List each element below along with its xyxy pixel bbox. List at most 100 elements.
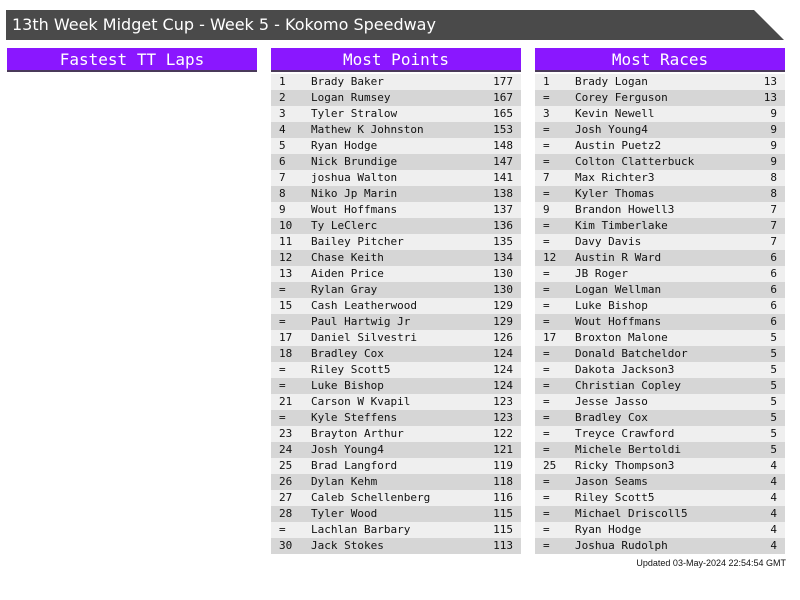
table-row: = Logan Wellman 6 <box>535 282 785 298</box>
rank: 12 <box>543 251 557 264</box>
rank: = <box>543 187 550 200</box>
value: 135 <box>493 235 513 248</box>
table-row: 9 Wout Hoffmans 137 <box>271 202 521 218</box>
rank: = <box>279 283 286 296</box>
rank: 2 <box>279 91 286 104</box>
rank: 23 <box>279 427 293 440</box>
table-row: = Corey Ferguson 13 <box>535 90 785 106</box>
driver-name: Daniel Silvestri <box>311 331 417 344</box>
value: 4 <box>770 475 777 488</box>
table-row: 5 Ryan Hodge 148 <box>271 138 521 154</box>
table-row: = Riley Scott5 124 <box>271 362 521 378</box>
rank: 8 <box>279 187 286 200</box>
driver-name: Rylan Gray <box>311 283 378 296</box>
driver-name: Austin R Ward <box>575 251 662 264</box>
value: 119 <box>493 459 513 472</box>
rank: 21 <box>279 395 293 408</box>
rank: 3 <box>543 107 550 120</box>
value: 126 <box>493 331 513 344</box>
rank: 26 <box>279 475 293 488</box>
driver-name: Dakota Jackson3 <box>575 363 675 376</box>
value: 118 <box>493 475 513 488</box>
driver-name: Ryan Hodge <box>311 139 378 152</box>
value: 7 <box>770 203 777 216</box>
driver-name: Cash Leatherwood <box>311 299 417 312</box>
driver-name: Bradley Cox <box>575 411 648 424</box>
value: 130 <box>493 267 513 280</box>
panel-header: Fastest TT Laps <box>7 48 257 72</box>
table-row: = Luke Bishop 6 <box>535 298 785 314</box>
rank: = <box>543 299 550 312</box>
rank: = <box>543 219 550 232</box>
table-row: 10 Ty LeClerc 136 <box>271 218 521 234</box>
rank: = <box>279 363 286 376</box>
value: 7 <box>770 235 777 248</box>
table-row: 18 Bradley Cox 124 <box>271 346 521 362</box>
rank: 10 <box>279 219 293 232</box>
driver-name: Michael Driscoll5 <box>575 507 688 520</box>
value: 4 <box>770 459 777 472</box>
table-row: = Donald Batcheldor 5 <box>535 346 785 362</box>
rank: = <box>543 235 550 248</box>
driver-name: Niko Jp Marin <box>311 187 398 200</box>
value: 115 <box>493 523 513 536</box>
value: 121 <box>493 443 513 456</box>
value: 122 <box>493 427 513 440</box>
driver-name: Brady Logan <box>575 75 648 88</box>
driver-name: Lachlan Barbary <box>311 523 411 536</box>
table-row: 11 Bailey Pitcher 135 <box>271 234 521 250</box>
table-row: = Colton Clatterbuck 9 <box>535 154 785 170</box>
rank: = <box>543 91 550 104</box>
table-row: 2 Logan Rumsey 167 <box>271 90 521 106</box>
driver-name: JB Roger <box>575 267 628 280</box>
table-row: 15 Cash Leatherwood 129 <box>271 298 521 314</box>
driver-name: Logan Wellman <box>575 283 662 296</box>
driver-name: joshua Walton <box>311 171 398 184</box>
driver-name: Riley Scott5 <box>311 363 391 376</box>
driver-name: Kyler Thomas <box>575 187 655 200</box>
value: 9 <box>770 107 777 120</box>
rank: 17 <box>543 331 557 344</box>
rank: 28 <box>279 507 293 520</box>
table-row: = Kyle Steffens 123 <box>271 410 521 426</box>
rank: 27 <box>279 491 293 504</box>
rank: 3 <box>279 107 286 120</box>
rank: 30 <box>279 539 293 552</box>
table-row: = Jesse Jasso 5 <box>535 394 785 410</box>
rank: 18 <box>279 347 293 360</box>
table-row: 1 Brady Baker 177 <box>271 74 521 90</box>
value: 5 <box>770 347 777 360</box>
driver-name: Wout Hoffmans <box>311 203 398 216</box>
value: 6 <box>770 251 777 264</box>
rank: 12 <box>279 251 293 264</box>
driver-name: Colton Clatterbuck <box>575 155 695 168</box>
table-row: 17 Daniel Silvestri 126 <box>271 330 521 346</box>
rank: 17 <box>279 331 293 344</box>
table-row: = Davy Davis 7 <box>535 234 785 250</box>
rank: = <box>543 123 550 136</box>
rank: = <box>543 155 550 168</box>
table-row: 8 Niko Jp Marin 138 <box>271 186 521 202</box>
table-row: 12 Austin R Ward 6 <box>535 250 785 266</box>
driver-name: Nick Brundige <box>311 155 398 168</box>
value: 123 <box>493 395 513 408</box>
table-row: = Treyce Crawford 5 <box>535 426 785 442</box>
table-row: = Michele Bertoldi 5 <box>535 442 785 458</box>
rank: = <box>543 363 550 376</box>
rank: = <box>279 411 286 424</box>
rank: = <box>543 267 550 280</box>
driver-name: Jesse Jasso <box>575 395 648 408</box>
rank: 25 <box>543 459 557 472</box>
value: 6 <box>770 299 777 312</box>
value: 4 <box>770 507 777 520</box>
value: 7 <box>770 219 777 232</box>
driver-name: Logan Rumsey <box>311 91 391 104</box>
table-row: 7 Max Richter3 8 <box>535 170 785 186</box>
rank: = <box>543 427 550 440</box>
rank: 4 <box>279 123 286 136</box>
table-row: = Michael Driscoll5 4 <box>535 506 785 522</box>
value: 6 <box>770 267 777 280</box>
rank: = <box>543 507 550 520</box>
rank: 1 <box>279 75 286 88</box>
driver-name: Treyce Crawford <box>575 427 675 440</box>
